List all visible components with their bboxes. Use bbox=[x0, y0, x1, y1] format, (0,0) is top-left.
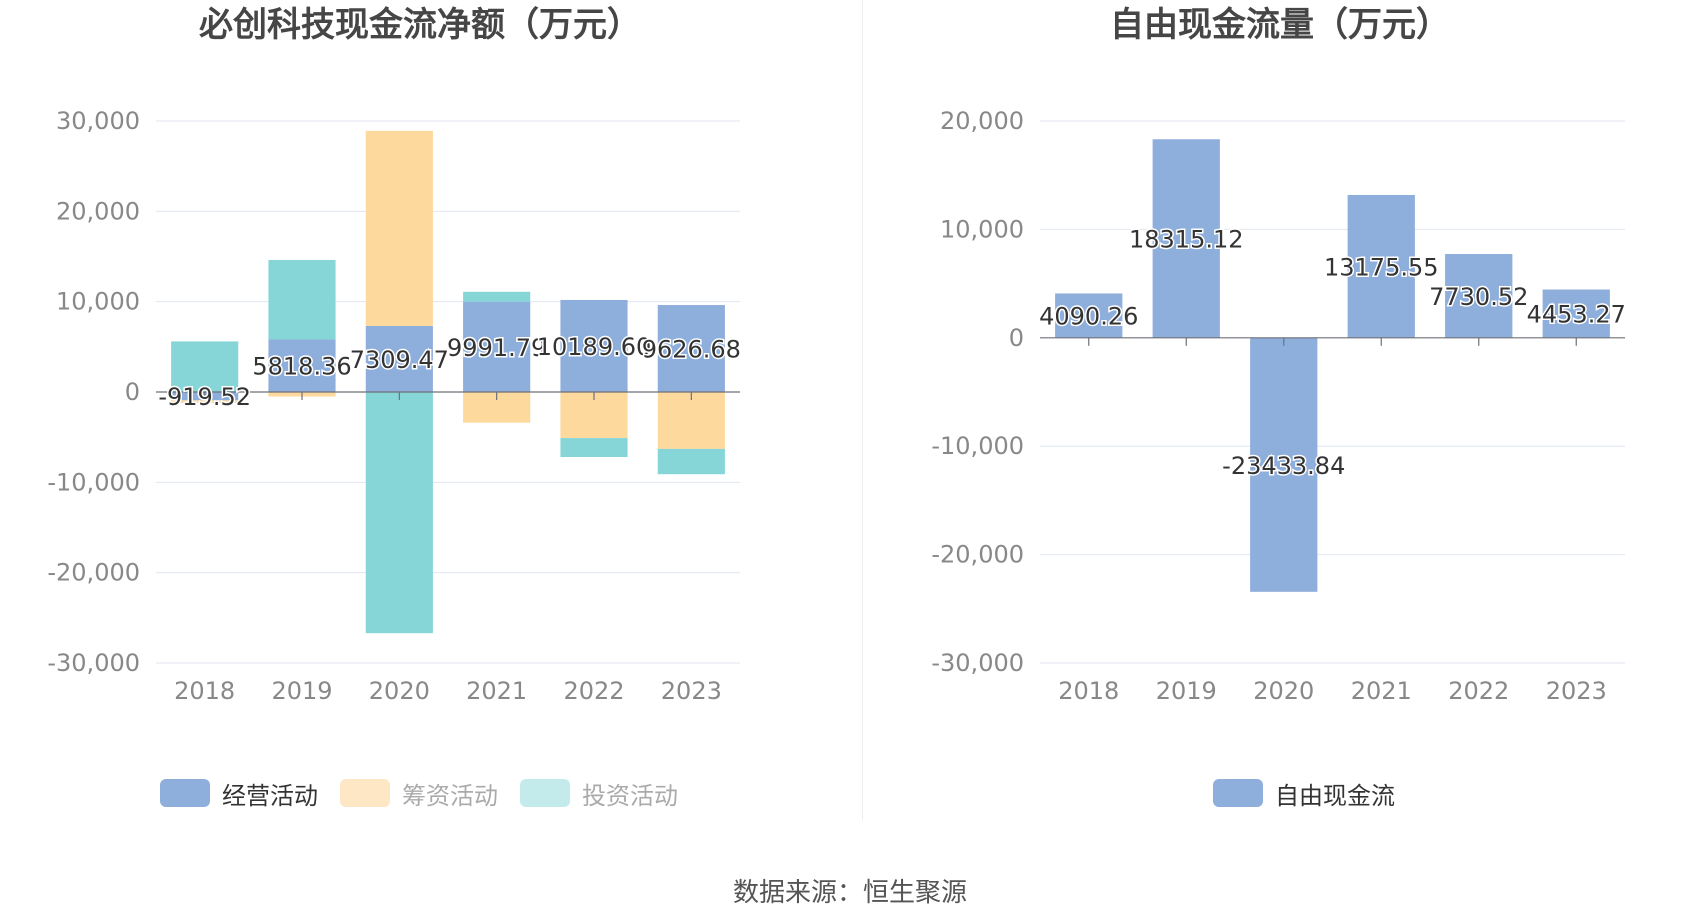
bar-2023-series-2 bbox=[657, 448, 725, 475]
data-label: 4453.27 bbox=[1527, 301, 1626, 329]
bar-2019-series-0 bbox=[1152, 139, 1220, 338]
legend-swatch-operating bbox=[160, 779, 210, 807]
data-label: 13175.55 bbox=[1324, 253, 1439, 281]
data-source: 数据来源：恒生聚源 bbox=[732, 878, 967, 908]
legend-item-investing[interactable]: 投资活动 bbox=[520, 776, 678, 811]
data-label: 10189.60 bbox=[537, 333, 652, 361]
y-tick-label: -30,000 bbox=[931, 649, 1024, 677]
y-tick-label: 10,000 bbox=[940, 215, 1024, 243]
bar-2022-series-0 bbox=[560, 299, 628, 392]
x-tick-label: 2021 bbox=[466, 677, 527, 705]
bar-2018-series-0 bbox=[1055, 293, 1123, 338]
bar-2019-series-2 bbox=[268, 259, 336, 340]
y-tick-label: 0 bbox=[125, 378, 140, 406]
data-label: -919.52 bbox=[158, 383, 251, 411]
x-tick-label: 2020 bbox=[1253, 677, 1314, 705]
x-tick-label: 2019 bbox=[271, 677, 332, 705]
legend-label-free-cash-flow: 自由现金流 bbox=[1275, 781, 1395, 810]
bar-2023-series-1 bbox=[657, 392, 725, 449]
y-tick-label: 30,000 bbox=[56, 107, 140, 135]
bar-2021-series-0 bbox=[463, 301, 531, 392]
legend-right: 自由现金流 bbox=[1213, 775, 1417, 811]
data-label: -23433.84 bbox=[1222, 452, 1345, 480]
right-chart-title: 自由现金流量（万元） bbox=[1110, 5, 1450, 45]
bar-2022-series-0 bbox=[1445, 254, 1513, 338]
legend-left: 经营活动 筹资活动 投资活动 bbox=[160, 775, 700, 811]
bar-2023-series-0 bbox=[657, 305, 725, 392]
bar-2018-series-2 bbox=[171, 341, 239, 392]
legend-label-operating: 经营活动 bbox=[222, 781, 318, 810]
legend-item-financing[interactable]: 筹资活动 bbox=[340, 776, 498, 811]
y-tick-label: -20,000 bbox=[47, 559, 140, 587]
bar-2021-series-2 bbox=[463, 291, 531, 302]
legend-item-operating[interactable]: 经营活动 bbox=[160, 776, 318, 811]
y-tick-label: -20,000 bbox=[931, 541, 1024, 569]
data-label: 9991.79 bbox=[447, 334, 546, 362]
bar-2020-series-0 bbox=[365, 325, 433, 392]
x-tick-label: 2019 bbox=[1156, 677, 1217, 705]
x-tick-label: 2023 bbox=[661, 677, 722, 705]
y-tick-label: 20,000 bbox=[56, 197, 140, 225]
bar-2023-series-0 bbox=[1542, 289, 1610, 338]
y-tick-label: 20,000 bbox=[940, 107, 1024, 135]
legend-swatch-investing bbox=[520, 779, 570, 807]
y-tick-label: -30,000 bbox=[47, 649, 140, 677]
x-tick-label: 2018 bbox=[174, 677, 235, 705]
bar-2020-series-1 bbox=[365, 130, 433, 326]
data-label: 18315.12 bbox=[1129, 226, 1244, 254]
x-tick-label: 2022 bbox=[1448, 677, 1509, 705]
chart-divider bbox=[862, 0, 863, 820]
legend-label-investing: 投资活动 bbox=[582, 781, 678, 810]
x-tick-label: 2018 bbox=[1058, 677, 1119, 705]
x-tick-label: 2022 bbox=[563, 677, 624, 705]
bar-2019-series-0 bbox=[268, 339, 336, 392]
data-label: 5818.36 bbox=[252, 353, 351, 381]
bar-2020-series-0 bbox=[1250, 337, 1318, 592]
cash-flow-chart: 30,000 20,000 10,000 0 -10,000 -20,000 -30,000… bbox=[47, 107, 742, 705]
data-label: 7309.47 bbox=[350, 346, 449, 374]
legend-item-free-cash-flow[interactable]: 自由现金流 bbox=[1213, 776, 1395, 811]
data-label: 7730.52 bbox=[1429, 283, 1528, 311]
legend-swatch-financing bbox=[340, 779, 390, 807]
bar-2022-series-2 bbox=[560, 438, 628, 458]
y-tick-label: -10,000 bbox=[47, 468, 140, 496]
free-cash-flow-chart: 20,000 10,000 0 -10,000 -20,000 -30,000 2018 20… bbox=[931, 107, 1627, 705]
data-label: 9626.68 bbox=[642, 336, 741, 364]
bar-2018-series-1 bbox=[171, 400, 239, 404]
bar-2021-series-0 bbox=[1347, 194, 1415, 338]
x-tick-label: 2023 bbox=[1546, 677, 1607, 705]
x-tick-label: 2020 bbox=[369, 677, 430, 705]
legend-label-financing: 筹资活动 bbox=[402, 781, 498, 810]
y-tick-label: 10,000 bbox=[56, 288, 140, 316]
y-tick-label: 0 bbox=[1009, 324, 1024, 352]
data-label: 4090.26 bbox=[1039, 303, 1138, 331]
x-tick-label: 2021 bbox=[1351, 677, 1412, 705]
y-tick-label: -10,000 bbox=[931, 432, 1024, 460]
legend-swatch-free-cash-flow bbox=[1213, 779, 1263, 807]
left-chart-title: 必创科技现金流净额（万元） bbox=[199, 5, 641, 45]
bar-2020-series-2 bbox=[365, 392, 433, 634]
